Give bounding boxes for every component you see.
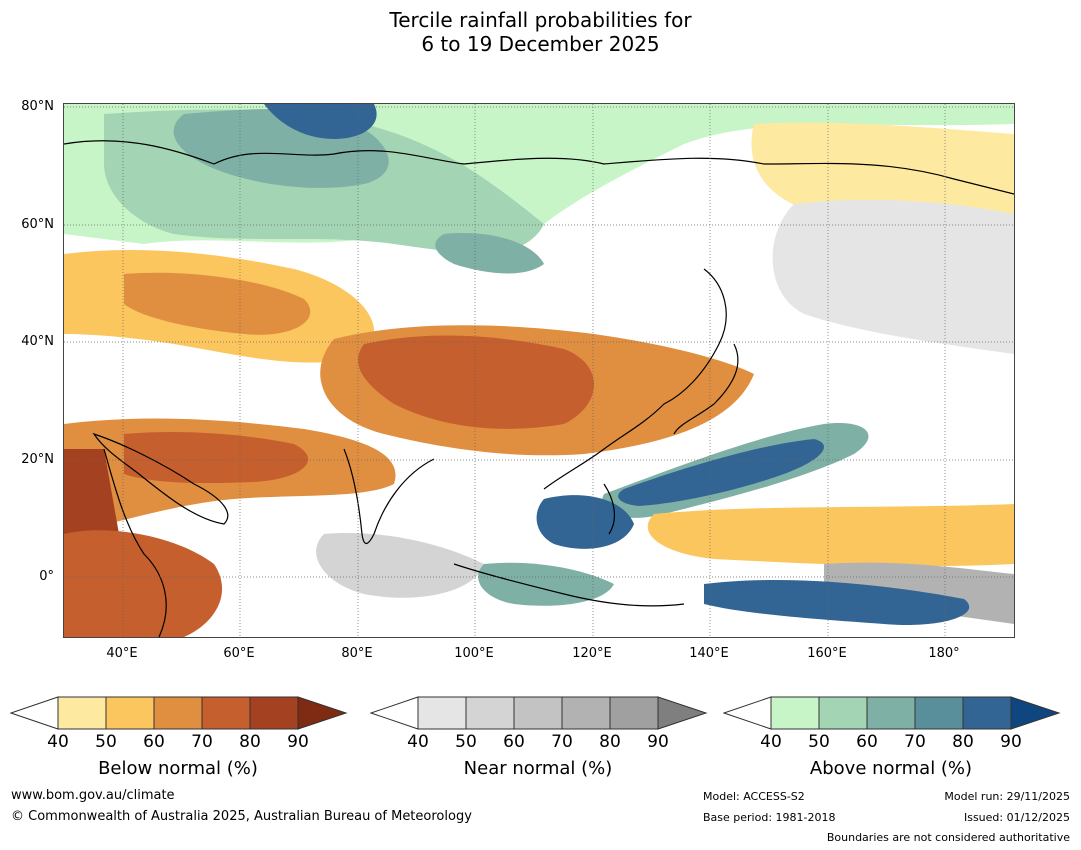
tick-label: 70 — [191, 732, 213, 752]
above-normal-swatch-80 — [962, 696, 1012, 730]
above-normal-southwest-pacific — [704, 579, 970, 625]
above-normal-right-arrow — [1010, 696, 1061, 730]
africa-coastline — [103, 448, 167, 637]
tick-label: 80 — [952, 732, 974, 752]
lon-label-180: 180° — [928, 646, 960, 661]
below-normal-label: Below normal (%) — [98, 758, 258, 779]
below-normal-swatch-40 — [57, 696, 107, 730]
below-normal-northeast — [751, 122, 1014, 224]
east-asia-coastline — [543, 268, 727, 490]
near-normal-swatch-80 — [609, 696, 659, 730]
lat-label-60n: 60°N — [21, 217, 54, 232]
website-link[interactable]: www.bom.gov.au/climate — [11, 788, 175, 803]
boundaries-note: Boundaries are not considered authoritat… — [826, 831, 1070, 844]
above-normal-swatch-60 — [866, 696, 916, 730]
tick-label: 50 — [455, 732, 477, 752]
tick-label: 40 — [47, 732, 69, 752]
tick-label: 50 — [808, 732, 830, 752]
above-normal-swatch-40 — [770, 696, 820, 730]
near-normal-label: Near normal (%) — [463, 758, 613, 779]
above-normal-label: Above normal (%) — [809, 758, 973, 779]
lon-label-120e: 120°E — [572, 646, 612, 661]
below-normal-arabia-core — [124, 432, 309, 484]
above-normal-maritime-continent — [478, 562, 614, 606]
chart-title: Tercile rainfall probabilities for 6 to … — [0, 8, 1081, 56]
below-normal-central-pacific — [647, 504, 1014, 567]
near-normal-right-arrow — [657, 696, 708, 730]
arabia-coastline — [92, 432, 229, 525]
below-normal-china-core — [358, 335, 594, 429]
below-normal-swatch-80 — [249, 696, 299, 730]
lon-label-160e: 160°E — [807, 646, 847, 661]
title-line-1: Tercile rainfall probabilities for — [389, 8, 692, 32]
lon-label-80e: 80°E — [341, 646, 373, 661]
above-normal-arctic-core — [264, 104, 377, 139]
below-normal-colorbar — [10, 696, 348, 730]
near-normal-swatch-70 — [561, 696, 611, 730]
tick-label: 40 — [760, 732, 782, 752]
near-normal-swatch-50 — [465, 696, 515, 730]
below-normal-left-arrow — [10, 696, 59, 730]
copyright-notice: © Commonwealth of Australia 2025, Austra… — [11, 809, 472, 824]
tick-label: 60 — [503, 732, 525, 752]
tick-label: 60 — [143, 732, 165, 752]
lon-label-140e: 140°E — [689, 646, 729, 661]
below-normal-central-asia-core — [124, 272, 311, 335]
title-line-2: 6 to 19 December 2025 — [421, 32, 660, 56]
tick-label: 40 — [407, 732, 429, 752]
lon-label-40e: 40°E — [106, 646, 138, 661]
rainfall-probability-map — [63, 103, 1015, 638]
philippines-coastline — [603, 483, 616, 535]
below-normal-right-arrow — [297, 696, 348, 730]
tick-label: 70 — [904, 732, 926, 752]
lat-label-20n: 20°N — [21, 452, 54, 467]
near-normal-swatch-40 — [417, 696, 467, 730]
tick-label: 90 — [1000, 732, 1022, 752]
above-normal-swatch-50 — [818, 696, 868, 730]
tick-label: 80 — [599, 732, 621, 752]
lat-label-40n: 40°N — [21, 334, 54, 349]
lon-label-60e: 60°E — [223, 646, 255, 661]
tick-label: 70 — [551, 732, 573, 752]
above-normal-colorbar — [723, 696, 1061, 730]
above-normal-left-arrow — [723, 696, 772, 730]
below-normal-east-africa-south — [64, 530, 223, 637]
above-normal-swatch-70 — [914, 696, 964, 730]
lon-label-100e: 100°E — [454, 646, 494, 661]
tick-label: 50 — [95, 732, 117, 752]
above-normal-pacific-core — [618, 439, 824, 506]
model-name: Model: ACCESS-S2 — [703, 790, 805, 803]
near-normal-north-pacific — [772, 199, 1014, 354]
near-normal-swatch-60 — [513, 696, 563, 730]
base-period: Base period: 1981-2018 — [703, 811, 836, 824]
tick-label: 80 — [239, 732, 261, 752]
india-coastline — [343, 448, 435, 544]
above-normal-south-china-sea — [536, 495, 634, 549]
near-normal-colorbar — [370, 696, 708, 730]
near-normal-left-arrow — [370, 696, 419, 730]
below-normal-swatch-70 — [201, 696, 251, 730]
graticule — [64, 104, 1014, 637]
below-normal-swatch-60 — [153, 696, 203, 730]
model-run-date: Model run: 29/11/2025 — [944, 790, 1070, 803]
japan-coastline — [673, 343, 739, 435]
issued-date: Issued: 01/12/2025 — [963, 811, 1070, 824]
map-canvas — [64, 104, 1014, 637]
tick-label: 90 — [647, 732, 669, 752]
above-normal-mongolia — [435, 233, 544, 274]
tick-label: 90 — [287, 732, 309, 752]
lat-label-0: 0° — [39, 569, 54, 584]
indonesia-coastline — [453, 563, 685, 607]
below-normal-swatch-50 — [105, 696, 155, 730]
lat-label-80n: 80°N — [21, 99, 54, 114]
tick-label: 60 — [856, 732, 878, 752]
arctic-coastline — [64, 140, 1014, 195]
